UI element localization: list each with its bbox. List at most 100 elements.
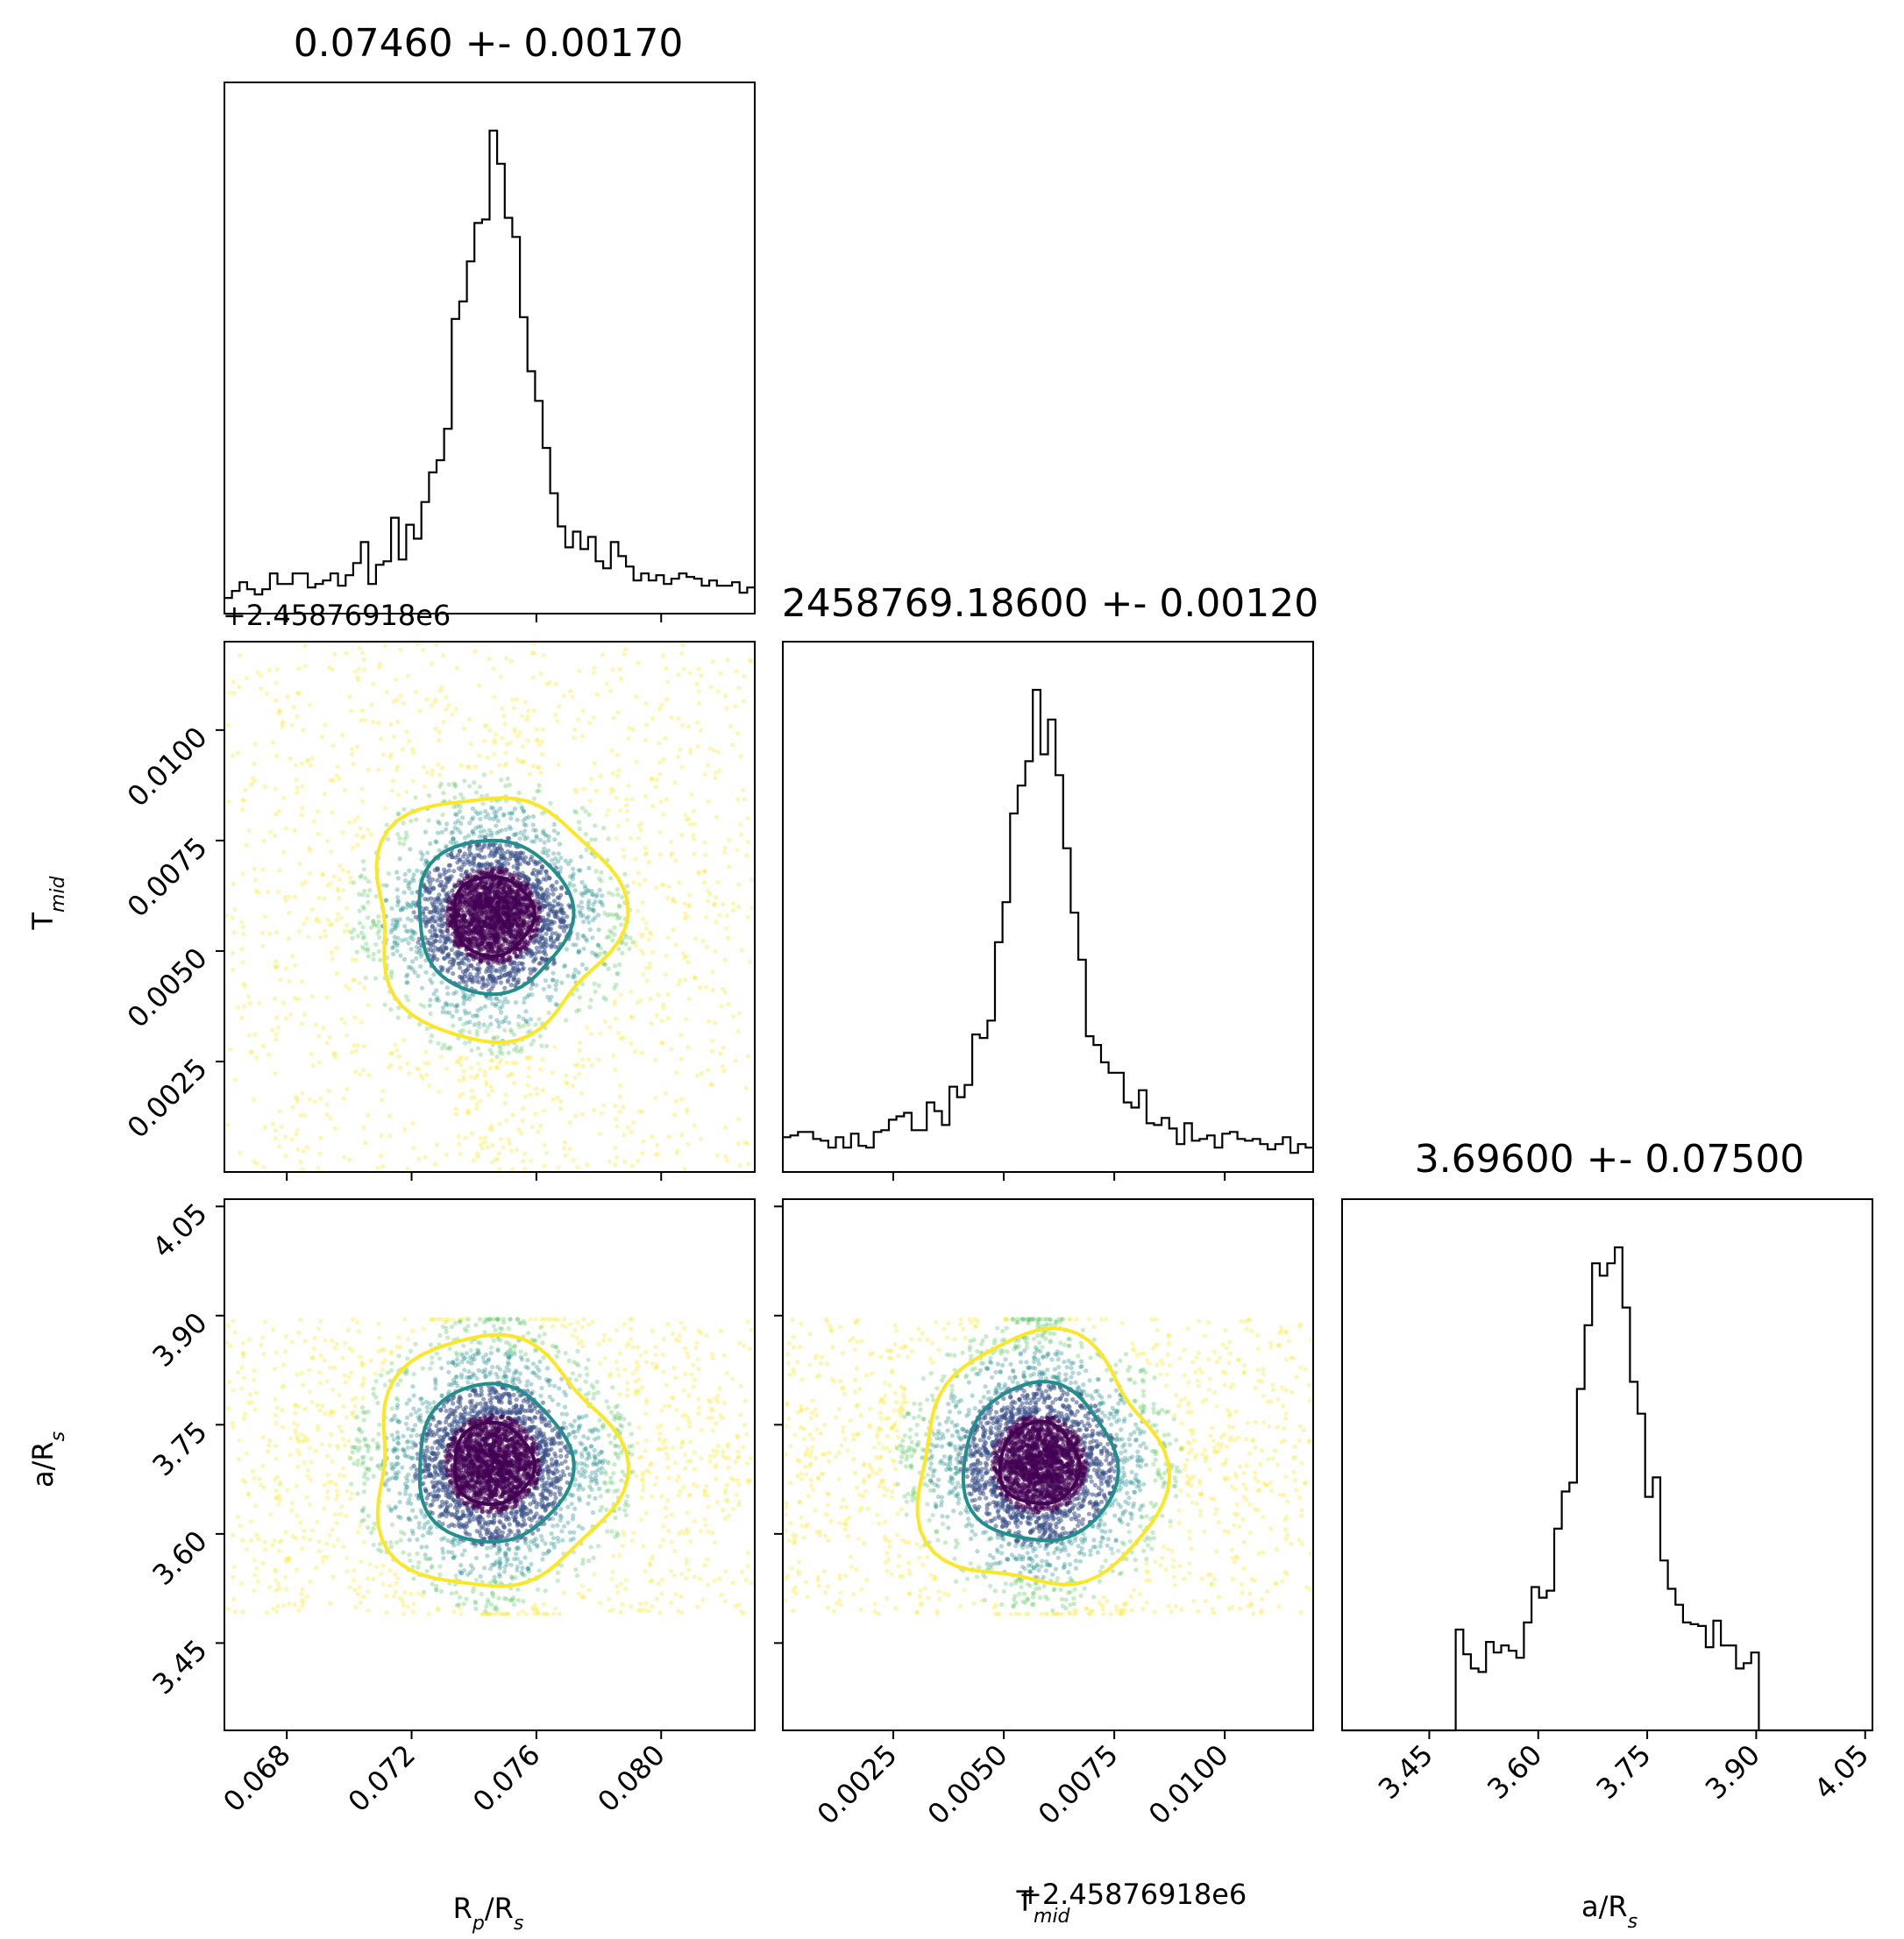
sample-point bbox=[293, 962, 298, 968]
sample-point bbox=[639, 820, 644, 827]
sample-point bbox=[411, 872, 416, 877]
sample-point bbox=[627, 946, 632, 951]
sample-point bbox=[595, 954, 600, 959]
sample-point bbox=[572, 1113, 579, 1119]
sample-point bbox=[709, 1352, 714, 1357]
sample-point bbox=[614, 1154, 619, 1160]
sample-point bbox=[406, 881, 411, 886]
sample-point bbox=[615, 1584, 620, 1589]
sample-point bbox=[316, 1370, 322, 1375]
sample-point bbox=[696, 1367, 701, 1372]
sample-point bbox=[251, 1468, 256, 1474]
sample-point bbox=[543, 977, 549, 984]
sample-point bbox=[684, 1557, 689, 1563]
sample-point bbox=[361, 867, 366, 872]
sample-point bbox=[334, 917, 339, 922]
sample-point bbox=[401, 1611, 407, 1616]
sample-point bbox=[337, 1393, 342, 1398]
sample-point bbox=[384, 883, 389, 888]
sample-point bbox=[401, 806, 407, 812]
sample-point bbox=[640, 1473, 645, 1478]
sample-point bbox=[638, 1353, 643, 1358]
sample-point bbox=[649, 1557, 654, 1562]
sample-point bbox=[674, 1070, 679, 1076]
sample-point bbox=[622, 1367, 628, 1372]
sample-point bbox=[659, 1018, 664, 1024]
sample-point bbox=[328, 1601, 333, 1606]
sample-point bbox=[688, 1538, 693, 1544]
sample-point bbox=[380, 1089, 386, 1094]
sample-point bbox=[702, 1516, 707, 1523]
sample-point bbox=[401, 820, 406, 826]
sample-point bbox=[540, 751, 545, 757]
sample-point bbox=[277, 1586, 282, 1591]
sample-point bbox=[361, 934, 366, 939]
sample-point bbox=[410, 1328, 416, 1334]
sample-point bbox=[437, 1089, 442, 1095]
sample-point bbox=[553, 1002, 558, 1007]
sample-point bbox=[346, 928, 352, 934]
sample-point bbox=[722, 957, 728, 962]
sample-point bbox=[305, 934, 310, 940]
sample-point bbox=[433, 697, 438, 703]
sample-point bbox=[522, 828, 528, 834]
sample-point bbox=[361, 1361, 366, 1367]
sample-point bbox=[639, 1495, 644, 1501]
sample-point bbox=[324, 1041, 330, 1046]
sample-point bbox=[293, 1536, 298, 1541]
sample-point bbox=[304, 1595, 309, 1600]
sample-point bbox=[274, 1488, 279, 1494]
sample-point bbox=[730, 1376, 735, 1381]
sample-point bbox=[337, 1424, 342, 1430]
sample-point bbox=[480, 975, 486, 980]
sample-point bbox=[373, 1371, 379, 1376]
sample-point bbox=[297, 861, 302, 867]
sample-point bbox=[464, 996, 469, 1001]
sample-point bbox=[276, 711, 281, 716]
sample-point bbox=[596, 1341, 601, 1347]
sample-point bbox=[394, 697, 400, 702]
sample-point bbox=[404, 729, 409, 735]
sample-point bbox=[308, 1579, 313, 1584]
sample-point bbox=[355, 675, 360, 680]
sample-point bbox=[344, 1555, 350, 1560]
sample-point bbox=[353, 1605, 359, 1610]
sample-point bbox=[504, 742, 509, 747]
sample-point bbox=[561, 693, 566, 699]
sample-point bbox=[608, 790, 614, 795]
sample-point bbox=[694, 1073, 700, 1078]
sample-point bbox=[570, 694, 575, 700]
sample-point bbox=[476, 1061, 481, 1066]
sample-point bbox=[615, 971, 620, 977]
sample-point bbox=[664, 697, 670, 702]
sample-point bbox=[639, 1385, 645, 1390]
sample-point bbox=[429, 896, 434, 901]
sample-point bbox=[610, 892, 615, 898]
sample-point bbox=[414, 817, 419, 822]
sample-point bbox=[302, 1012, 307, 1017]
sample-point bbox=[418, 1002, 423, 1007]
sample-point bbox=[615, 752, 620, 758]
sample-point bbox=[650, 1328, 656, 1334]
sample-point bbox=[320, 872, 325, 877]
sample-point bbox=[650, 949, 656, 955]
sample-point bbox=[644, 978, 650, 984]
sample-point bbox=[256, 1537, 261, 1542]
sample-point bbox=[673, 858, 678, 863]
sample-point bbox=[300, 1587, 305, 1592]
sample-point bbox=[451, 1609, 457, 1615]
sample-point bbox=[644, 1400, 650, 1405]
sample-point bbox=[486, 1145, 491, 1150]
sample-point bbox=[263, 1546, 268, 1552]
sample-point bbox=[304, 916, 309, 921]
sample-point bbox=[722, 1125, 728, 1130]
sample-point bbox=[314, 918, 319, 924]
sample-point bbox=[541, 828, 546, 834]
sample-point bbox=[274, 964, 280, 970]
sample-point bbox=[231, 967, 236, 972]
sample-point bbox=[686, 1459, 691, 1464]
sample-point bbox=[572, 888, 578, 893]
sample-point bbox=[609, 930, 615, 935]
sample-point bbox=[259, 685, 264, 692]
sample-point bbox=[610, 913, 616, 918]
